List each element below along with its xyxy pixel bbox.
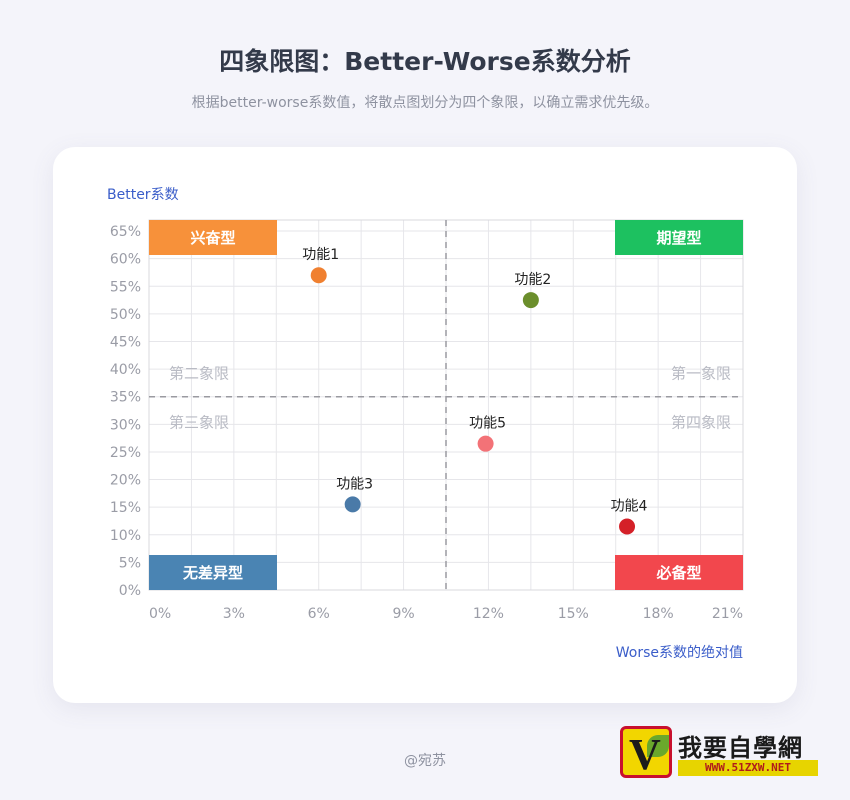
data-point bbox=[344, 496, 361, 513]
category-tag-label: 期望型 bbox=[656, 229, 701, 247]
y-tick-label: 20% bbox=[110, 473, 141, 489]
data-point bbox=[477, 435, 494, 452]
quadrant-label: 第二象限 bbox=[169, 365, 229, 383]
y-tick-label: 15% bbox=[110, 500, 141, 516]
x-axis-label: Worse系数的绝对值 bbox=[616, 645, 743, 661]
x-tick-label: 21% bbox=[712, 606, 743, 622]
y-tick-label: 30% bbox=[110, 417, 141, 433]
x-tick-label: 15% bbox=[558, 606, 589, 622]
category-tag-label: 必备型 bbox=[655, 564, 701, 582]
category-tag-box bbox=[149, 555, 277, 590]
y-tick-label: 65% bbox=[110, 224, 141, 240]
y-tick-label: 40% bbox=[110, 362, 141, 378]
category-tag-box bbox=[615, 220, 743, 255]
page-title: 四象限图：Better-Worse系数分析 bbox=[219, 47, 631, 76]
y-tick-label: 60% bbox=[110, 252, 141, 268]
watermark-name: 我要自學網 bbox=[678, 734, 803, 762]
watermark-logo: V 我要自學網 WWW.51ZXW.NET bbox=[620, 726, 818, 778]
quadrant-label: 第三象限 bbox=[169, 414, 229, 432]
category-tag-label: 兴奋型 bbox=[190, 229, 235, 247]
x-tick-label: 18% bbox=[643, 606, 674, 622]
data-point bbox=[310, 267, 327, 284]
y-tick-label: 25% bbox=[110, 445, 141, 461]
logo-badge-icon: V bbox=[620, 726, 672, 778]
x-tick-label: 3% bbox=[223, 606, 245, 622]
data-point-label: 功能5 bbox=[469, 416, 506, 432]
y-tick-label: 10% bbox=[110, 528, 141, 544]
data-point-label: 功能4 bbox=[611, 498, 648, 514]
watermark-url: WWW.51ZXW.NET bbox=[678, 760, 818, 776]
chart-card: 0% 5% 10% 15% 20% 25% 30% 35% 40% 45% 50% 55% 60% 65%… bbox=[53, 147, 797, 703]
y-tick-label: 55% bbox=[110, 279, 141, 295]
x-tick-label: 6% bbox=[308, 606, 330, 622]
data-point-label: 功能2 bbox=[514, 272, 551, 288]
data-point bbox=[522, 292, 539, 309]
y-tick-label: 45% bbox=[110, 334, 141, 350]
quadrant-scatter-chart: 0% 5% 10% 15% 20% 25% 30% 35% 40% 45% 50% 55% 60% 65%… bbox=[107, 187, 744, 661]
y-tick-label: 0% bbox=[119, 583, 141, 599]
x-tick-label: 9% bbox=[392, 606, 414, 622]
category-tag-label: 无差异型 bbox=[182, 564, 243, 582]
category-tag-box bbox=[149, 220, 277, 255]
author-credit: @宛苏 bbox=[404, 753, 446, 769]
x-tick-label: 0% bbox=[149, 606, 171, 622]
page-subtitle: 根据better-worse系数值，将散点图划分为四个象限，以确立需求优先级。 bbox=[191, 95, 659, 111]
data-point-label: 功能1 bbox=[302, 247, 339, 263]
y-tick-label: 5% bbox=[119, 555, 141, 571]
quadrant-label: 第一象限 bbox=[671, 365, 731, 383]
x-tick-label: 12% bbox=[473, 606, 504, 622]
y-tick-label: 50% bbox=[110, 307, 141, 323]
y-tick-label: 35% bbox=[110, 390, 141, 406]
quadrant-label: 第四象限 bbox=[671, 414, 731, 432]
category-tag-box bbox=[615, 555, 743, 590]
y-axis-label: Better系数 bbox=[107, 187, 179, 203]
data-point bbox=[619, 518, 636, 535]
data-point-label: 功能3 bbox=[336, 476, 373, 492]
